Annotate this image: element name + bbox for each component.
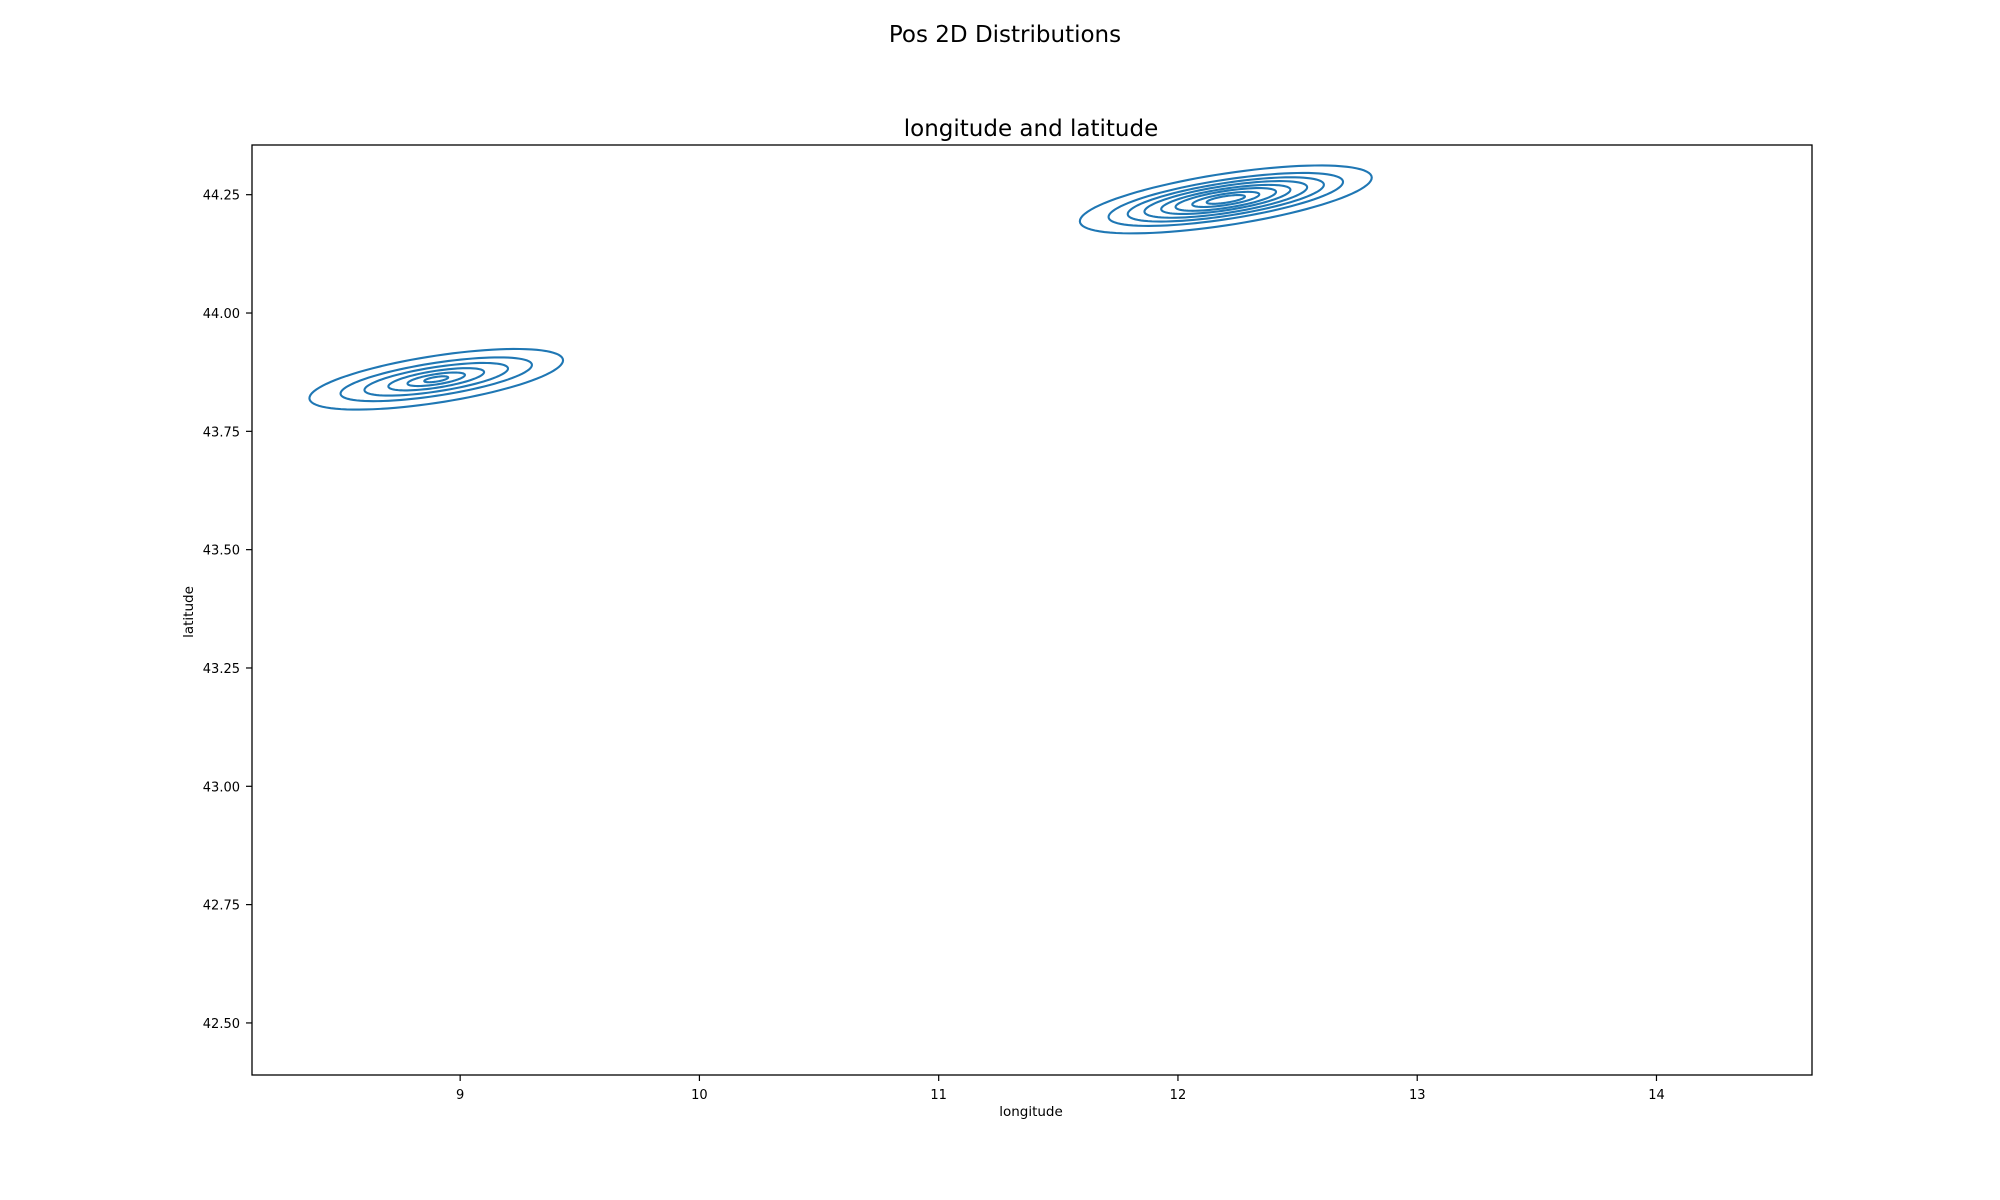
contour-line-cluster2-level8 [1205,193,1247,205]
contour-line-cluster1-level4 [387,367,486,392]
contour-line-cluster2-level1 [1078,164,1373,235]
y-tick-label: 43.75 [203,425,240,440]
contour-line-cluster1-level2 [339,356,534,403]
contour-line-cluster1-level6 [423,375,450,384]
contour-line-cluster1-level1 [308,347,565,411]
contour-line-cluster1-level5 [406,371,467,388]
x-axis-ticks: 9 10 11 12 13 14 [456,1075,1665,1103]
x-tick-label: 11 [930,1088,947,1103]
contour-line-cluster2-level6 [1174,187,1278,212]
x-tick-label: 10 [691,1088,708,1103]
y-axis-ticks: 42.50 42.75 43.00 43.25 43.50 43.75 44.00 44.25 [203,189,252,1032]
y-tick-label: 43.25 [203,662,240,677]
axes-title: longitude and latitude [904,116,1159,142]
y-tick-label: 42.75 [203,899,240,914]
x-tick-label: 9 [456,1088,464,1103]
y-tick-label: 44.25 [203,189,240,204]
y-axis-label: latitude [181,586,197,638]
contour-line-cluster2-level2 [1107,171,1345,227]
plot-frame [251,144,1813,1076]
contour-layer [308,164,1373,411]
y-tick-label: 43.50 [203,544,240,559]
contour-line-cluster2-level3 [1126,176,1325,223]
y-tick-label: 44.00 [203,307,240,322]
contour-line-cluster2-level5 [1160,183,1292,216]
contour-line-cluster1-level3 [363,361,510,397]
contour-line-cluster2-level4 [1143,180,1309,219]
x-tick-label: 14 [1648,1088,1665,1103]
figure-suptitle: Pos 2D Distributions [889,22,1121,48]
x-axis-label: longitude [999,1104,1063,1120]
x-tick-label: 13 [1409,1088,1426,1103]
y-tick-label: 42.50 [203,1017,240,1032]
contour-line-cluster2-level7 [1191,190,1261,209]
x-tick-label: 12 [1170,1088,1187,1103]
y-tick-label: 43.00 [203,780,240,795]
